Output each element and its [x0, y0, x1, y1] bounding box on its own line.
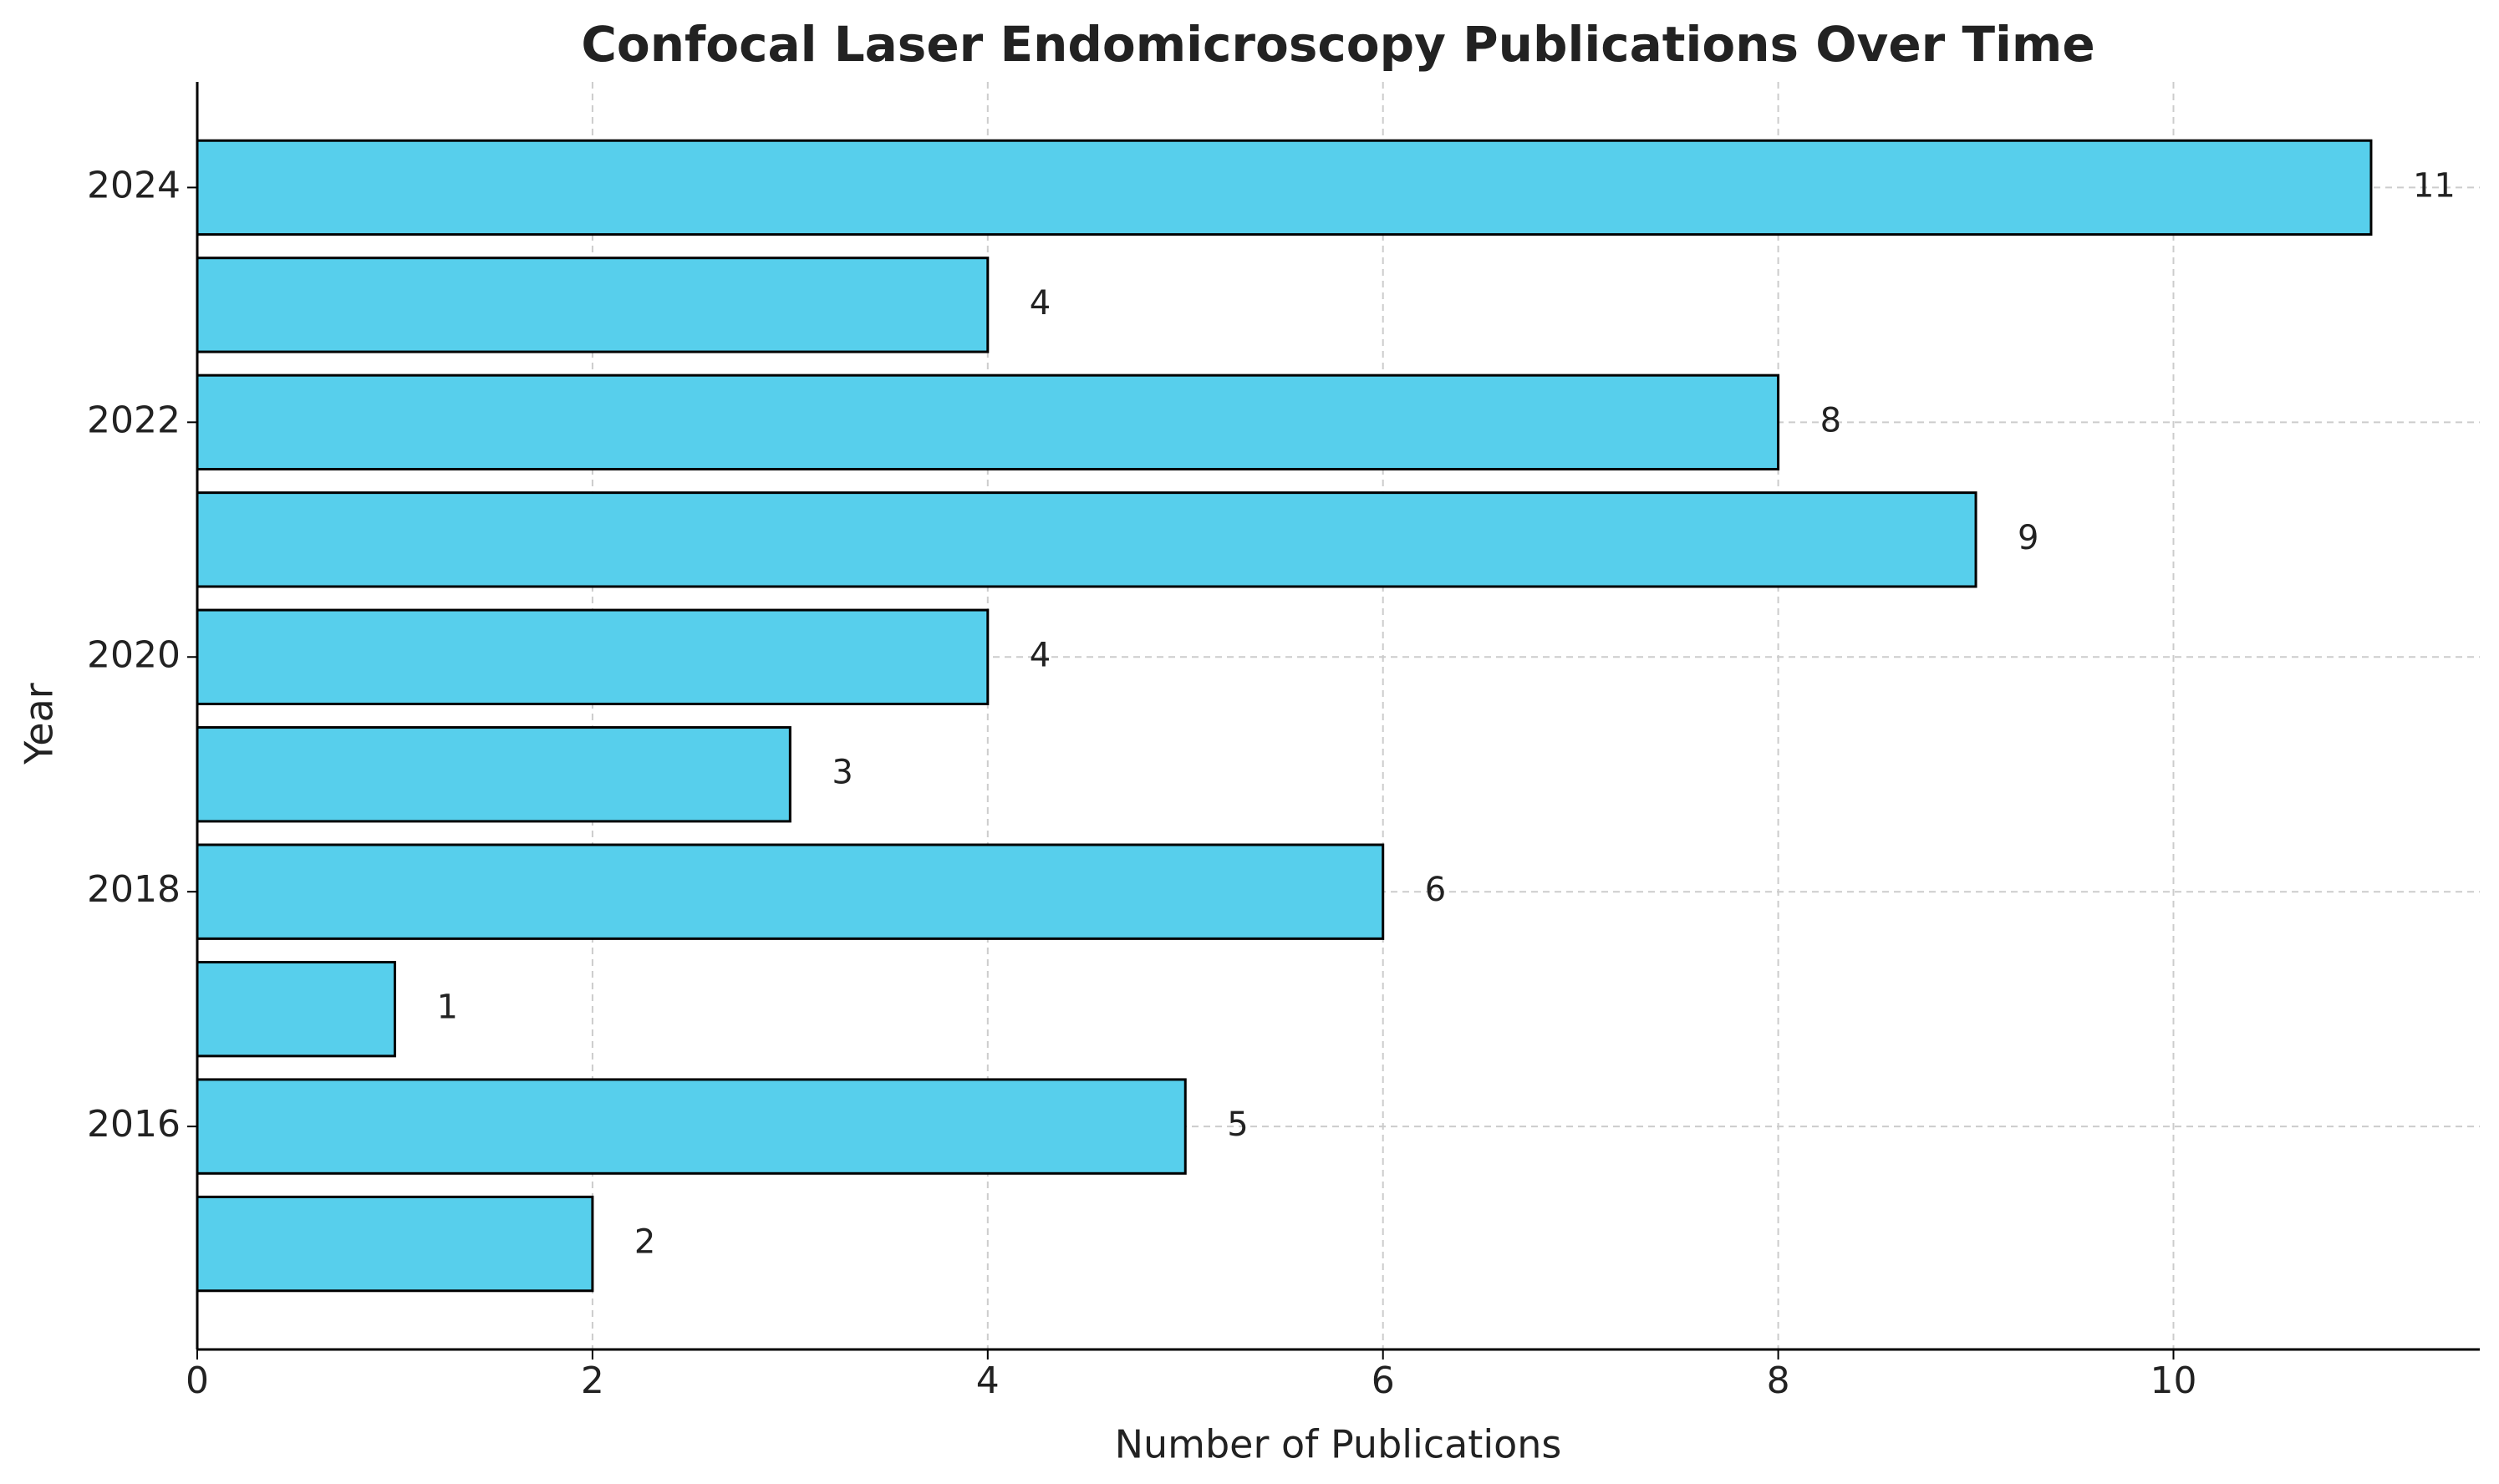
y-tick-label: 2024: [87, 164, 181, 206]
bar: [196, 608, 990, 705]
y-tick-label: 2020: [87, 633, 181, 676]
x-tick-label: 10: [2150, 1359, 2197, 1402]
data-label: 4: [1030, 636, 1051, 674]
data-label: 5: [1227, 1105, 1248, 1144]
y-tick-label: 2022: [87, 399, 181, 441]
chart-title: Confocal Laser Endomicroscopy Publicatio…: [581, 16, 2094, 73]
x-tick-label: 2: [581, 1359, 604, 1402]
data-label: 2: [634, 1223, 655, 1262]
y-tick-label: 2018: [87, 868, 181, 911]
x-tick-label: 0: [186, 1359, 209, 1402]
bar: [196, 960, 396, 1058]
bar: [196, 1078, 1187, 1175]
x-tick-label: 4: [976, 1359, 1000, 1402]
data-label: 6: [1425, 871, 1446, 909]
data-label: 3: [832, 754, 853, 792]
bar: [196, 374, 1780, 471]
bar: [196, 491, 1977, 588]
x-tick-label: 8: [1767, 1359, 1790, 1402]
x-tick-label: 6: [1372, 1359, 1395, 1402]
data-label: 9: [2018, 519, 2038, 557]
data-label: 4: [1030, 284, 1051, 323]
x-axis-label: Number of Publications: [1115, 1422, 1562, 1467]
data-label: 1: [436, 988, 457, 1027]
bar: [196, 1195, 594, 1293]
bar: [196, 139, 2373, 236]
bar: [196, 257, 990, 353]
bar: [196, 843, 1385, 940]
y-tick-label: 2016: [87, 1103, 181, 1146]
data-label: 11: [2413, 166, 2456, 205]
data-label: 8: [1820, 401, 1841, 440]
y-axis-label: Year: [17, 683, 62, 765]
bar: [196, 726, 791, 823]
